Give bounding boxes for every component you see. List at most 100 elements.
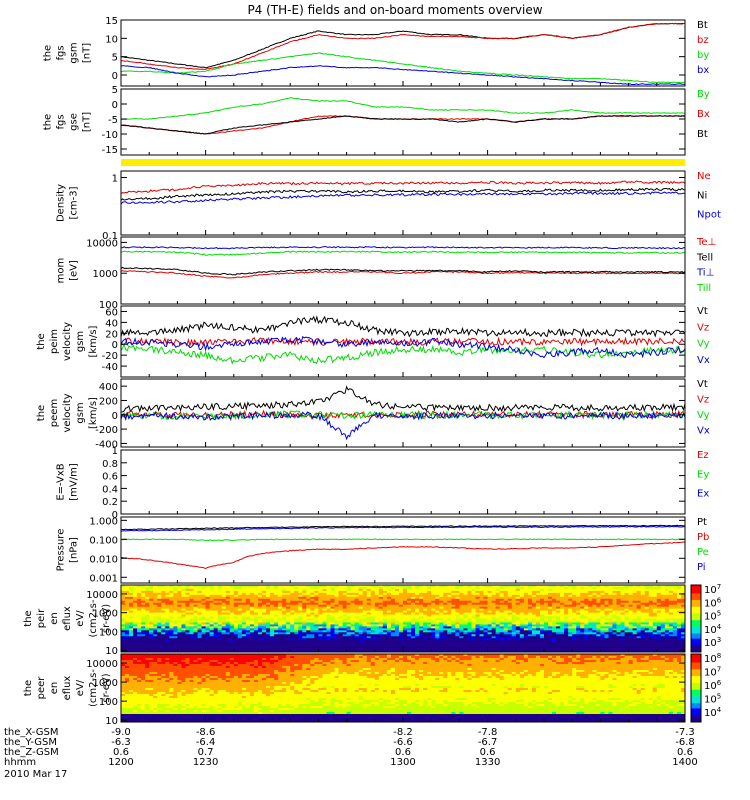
- spectrogram-cell: [225, 614, 231, 617]
- spectrogram-cell: [544, 650, 549, 653]
- spectrogram-cell: [145, 624, 150, 627]
- spectrogram-cell: [552, 598, 557, 602]
- spectrogram-cell: [270, 614, 275, 617]
- spectrogram-cell: [354, 626, 360, 629]
- spectrogram-cell: [161, 620, 166, 623]
- spectrogram-cell: [290, 585, 295, 588]
- legend-label: Pt: [697, 517, 707, 528]
- spectrogram-cell: [507, 604, 513, 608]
- spectrogram-cell: [282, 638, 287, 641]
- spectrogram-cell: [423, 634, 428, 637]
- spectrogram-cell: [411, 618, 416, 621]
- spectrogram-cell: [378, 640, 384, 643]
- spectrogram-cell: [487, 592, 493, 596]
- spectrogram-cell: [539, 588, 545, 592]
- spectrogram-cell: [459, 648, 464, 651]
- spectrogram-cell: [544, 612, 549, 615]
- spectrogram-cell: [330, 602, 335, 606]
- spectrogram-cell: [310, 594, 315, 598]
- spectrogram-cell: [548, 638, 553, 641]
- spectrogram-cell: [507, 624, 513, 627]
- spectrogram-cell: [479, 644, 484, 647]
- spectrogram-cell: [350, 600, 356, 604]
- spectrogram-cell: [149, 644, 154, 647]
- spectrogram-cell: [302, 622, 307, 625]
- series-line-Pe: [121, 538, 686, 542]
- spectrogram-cell: [165, 610, 170, 613]
- spectrogram-cell: [535, 646, 541, 649]
- spectrogram-cell: [552, 602, 557, 606]
- spectrogram-cell: [302, 638, 307, 641]
- spectrogram-cell: [334, 606, 339, 610]
- spectrogram-cell: [527, 622, 533, 625]
- spectrogram-cell: [306, 614, 311, 617]
- spectrogram-cell: [205, 596, 211, 600]
- spectrogram-cell: [495, 614, 501, 617]
- spectrogram-cell: [394, 608, 400, 612]
- spectrogram-cell: [463, 642, 468, 645]
- spectrogram-cell: [459, 586, 464, 590]
- spectrogram-cell: [362, 646, 368, 649]
- spectrogram-cell: [423, 646, 428, 649]
- spectrogram-cell: [366, 634, 372, 637]
- spectrogram-cell: [531, 604, 537, 608]
- spectrogram-cell: [330, 586, 335, 590]
- spectrogram-cell: [431, 640, 436, 643]
- spectrogram-cell: [221, 638, 227, 641]
- spectrogram-cell: [193, 586, 198, 590]
- spectrogram-cell: [527, 640, 533, 643]
- spectrogram-cell: [213, 646, 219, 649]
- spectrogram-cell: [419, 608, 424, 612]
- spectrogram-cell: [165, 624, 170, 627]
- spectrogram-cell: [221, 585, 227, 588]
- spectrogram-cell: [467, 596, 472, 600]
- spectrogram-cell: [495, 602, 501, 606]
- spectrogram-cell: [189, 638, 194, 641]
- spectrogram-cell: [467, 586, 472, 590]
- spectrogram-cell: [423, 604, 428, 608]
- spectrogram-cell: [237, 620, 243, 623]
- spectrogram-cell: [157, 590, 162, 594]
- spectrogram-cell: [407, 642, 412, 645]
- spectrogram-cell: [326, 650, 331, 653]
- spectrogram-cell: [523, 618, 529, 621]
- spectrogram-cell: [137, 598, 142, 602]
- spectrogram-cell: [298, 646, 303, 649]
- spectrogram-cell: [225, 608, 231, 612]
- spectrogram-cell: [302, 594, 307, 598]
- spectrogram-cell: [527, 634, 533, 637]
- spectrogram-cell: [467, 612, 472, 615]
- spectrogram-cell: [350, 640, 356, 643]
- legend-label: Vy: [697, 339, 710, 350]
- spectrogram-cell: [527, 608, 533, 612]
- spectrogram-cell: [266, 628, 271, 631]
- spectrogram-cell: [189, 602, 194, 606]
- spectrogram-cell: [552, 594, 557, 598]
- spectrogram-cell: [189, 586, 194, 590]
- spectrogram-cell: [431, 618, 436, 621]
- spectrogram-cell: [249, 634, 255, 637]
- spectrogram-cell: [278, 612, 283, 615]
- spectrogram-cell: [290, 606, 295, 610]
- spectrogram-cell: [544, 592, 549, 596]
- spectrogram-cell: [439, 634, 444, 637]
- spectrogram-cell: [354, 638, 360, 641]
- spectrogram-cell: [169, 646, 174, 649]
- spectrogram-cell: [362, 604, 368, 608]
- spectrogram-cell: [491, 612, 497, 615]
- spectrogram-cell: [423, 648, 428, 651]
- spectrogram-cell: [270, 602, 275, 606]
- spectrogram-cell: [161, 628, 166, 631]
- spectrogram-cell: [133, 604, 138, 608]
- spectrogram-cell: [209, 638, 215, 641]
- spectrogram-cell: [233, 620, 239, 623]
- spectrogram-cell: [419, 598, 424, 602]
- spectrogram-cell: [519, 614, 525, 617]
- spectrogram-cell: [346, 592, 352, 596]
- spectrogram-cell: [519, 620, 525, 623]
- spectrogram-cell: [544, 634, 549, 637]
- spectrogram-cell: [193, 600, 198, 604]
- spectrogram-cell: [137, 650, 142, 653]
- spectrogram-cell: [133, 600, 138, 604]
- spectrogram-cell: [487, 586, 493, 590]
